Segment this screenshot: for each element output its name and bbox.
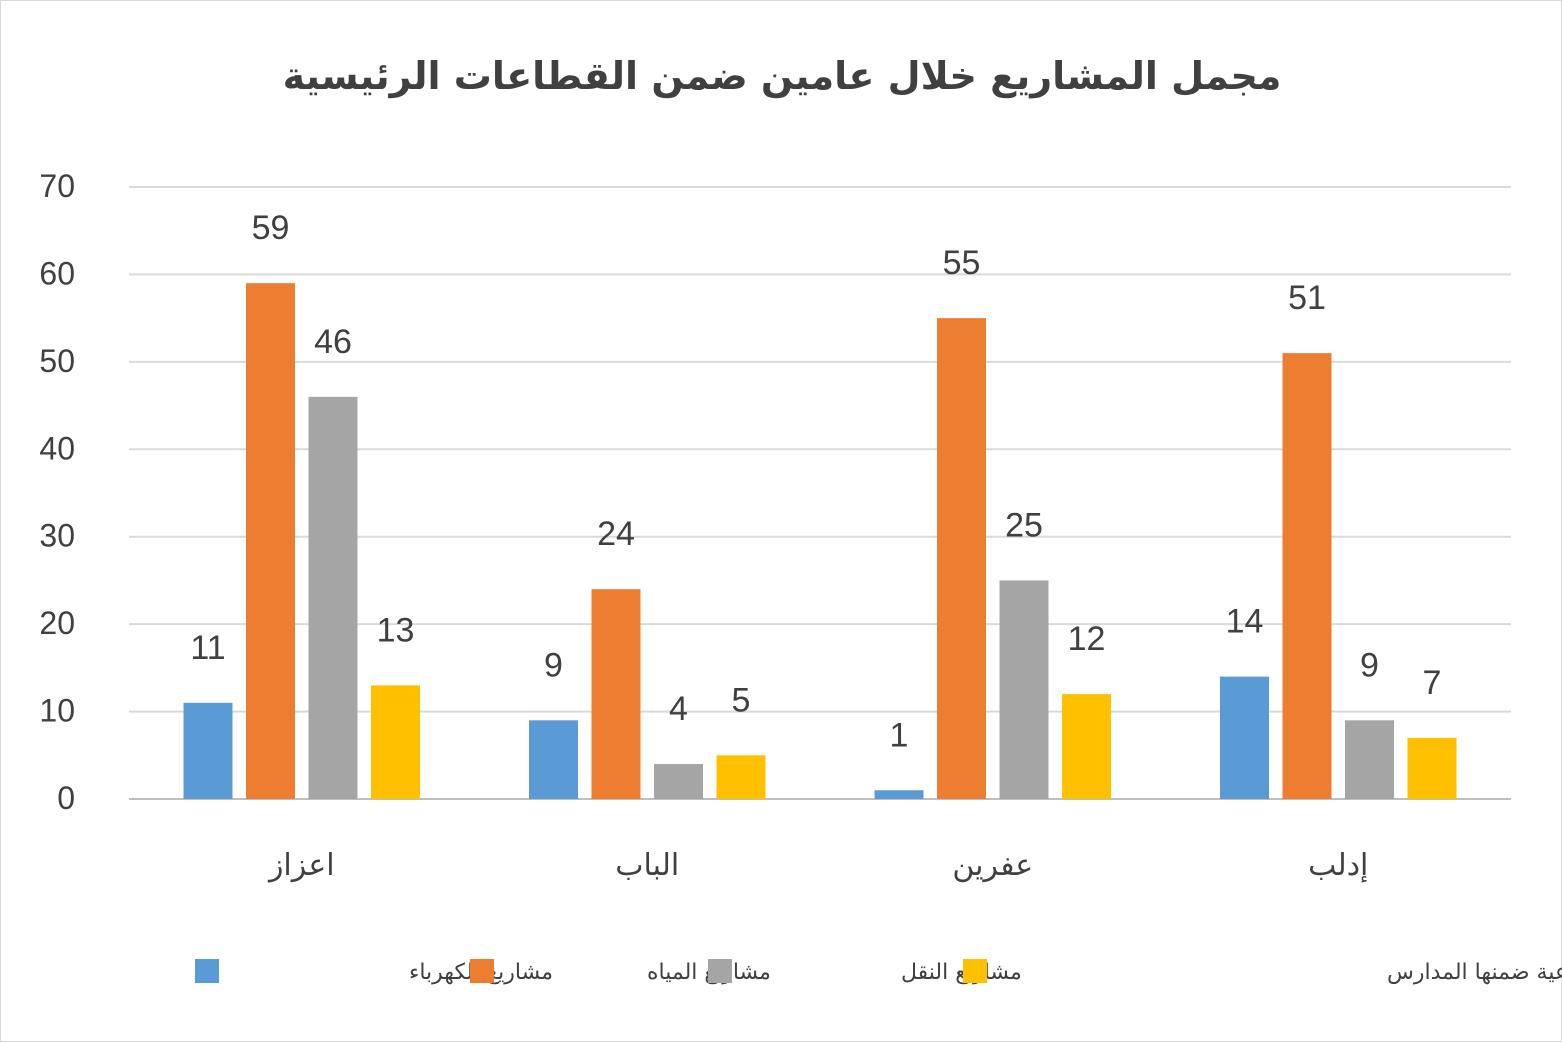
data-label: 9: [1360, 646, 1379, 684]
bar: [1220, 676, 1269, 799]
y-tick-label: 10: [39, 693, 75, 729]
bar: [1062, 694, 1111, 799]
gridlines: [129, 186, 1511, 800]
y-tick-label: 40: [39, 430, 75, 466]
data-label: 9: [544, 646, 563, 684]
x-category-label: اعزاز: [267, 848, 335, 883]
legend-swatch: [470, 959, 494, 983]
data-label: 7: [1423, 664, 1442, 702]
bar: [1282, 353, 1332, 799]
bars: [183, 283, 1457, 800]
legend: مشاريع الكهرباء مشاريع المياه مشاريع النقل…: [195, 959, 1562, 985]
y-tick-label: 30: [39, 518, 75, 554]
data-label: 4: [669, 690, 688, 728]
x-axis-categories: اعزاز الباب عفرين إدلب: [267, 848, 1368, 883]
y-tick-label: 60: [39, 255, 75, 291]
legend-swatch: [963, 959, 987, 983]
legend-swatch: [195, 959, 219, 983]
data-label: 55: [943, 244, 981, 282]
bar: [874, 790, 924, 799]
y-axis-ticks: 0 10 20 30 40 50 60 70: [39, 168, 75, 816]
data-label: 1: [890, 716, 909, 754]
legend-swatch: [708, 959, 732, 983]
bar: [999, 580, 1049, 799]
data-label: 11: [190, 629, 225, 667]
data-label: 59: [252, 209, 290, 247]
y-tick-label: 70: [39, 168, 75, 204]
x-category-label: عفرين: [952, 848, 1033, 883]
data-label: 12: [1068, 620, 1106, 658]
bar: [654, 764, 703, 799]
bar: [591, 589, 641, 799]
bar: [1345, 720, 1394, 799]
y-tick-label: 20: [39, 605, 75, 641]
data-label: 25: [1005, 506, 1043, 544]
bar: [716, 755, 766, 799]
data-label: 51: [1288, 279, 1326, 317]
bar: [246, 283, 295, 800]
data-label: 13: [377, 611, 415, 649]
legend-label: المشاريع الاجتماعية ضمنها المدارس: [1387, 960, 1562, 985]
bar: [371, 685, 420, 799]
x-category-label: إدلب: [1308, 848, 1368, 883]
bar: [183, 702, 233, 799]
bar: [1407, 737, 1457, 799]
x-category-label: الباب: [615, 848, 679, 883]
bar: [529, 720, 578, 799]
bar: [937, 318, 986, 799]
data-label: 14: [1226, 603, 1264, 641]
data-label: 24: [597, 515, 635, 553]
y-tick-label: 0: [57, 780, 75, 816]
legend-label: مشاريع النقل: [901, 960, 1022, 985]
data-label: 46: [314, 323, 352, 361]
data-label: 5: [732, 681, 751, 719]
chart-title: مجمل المشاريع خلال عامين ضمن القطاعات ال…: [283, 54, 1282, 98]
y-tick-label: 50: [39, 343, 75, 379]
bar: [308, 396, 358, 799]
